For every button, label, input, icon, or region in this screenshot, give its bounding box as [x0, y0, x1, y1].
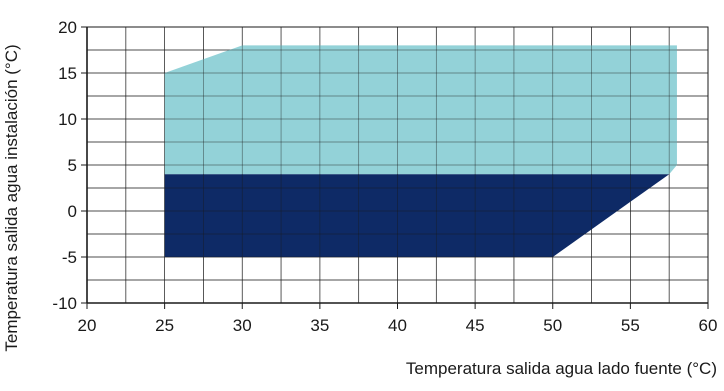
x-ticks: 20 25 30 35 40 45 50 55 60: [78, 303, 718, 335]
y-tick-label: 10: [58, 110, 77, 129]
region-dark: [164, 174, 670, 257]
regions: [164, 45, 677, 257]
x-tick-label: 40: [388, 316, 407, 335]
y-tick-label: -10: [52, 294, 77, 313]
x-tick-label: 20: [78, 316, 97, 335]
x-tick-label: 30: [233, 316, 252, 335]
y-tick-label: 15: [58, 64, 77, 83]
y-tick-label: -5: [62, 248, 77, 267]
x-axis-label: Temperatura salida agua lado fuente (°C): [406, 359, 717, 378]
x-tick-label: 55: [621, 316, 640, 335]
region-light: [164, 45, 677, 175]
y-tick-label: 0: [68, 202, 77, 221]
y-tick-label: 20: [58, 18, 77, 37]
y-ticks: 20 15 10 5 0 -5 -10: [52, 18, 87, 313]
x-tick-label: 45: [466, 316, 485, 335]
x-tick-label: 60: [699, 316, 718, 335]
x-tick-label: 50: [543, 316, 562, 335]
x-tick-label: 25: [155, 316, 174, 335]
y-tick-label: 5: [68, 156, 77, 175]
x-tick-label: 35: [310, 316, 329, 335]
y-axis-label: Temperatura salida agua instalación (°C): [2, 44, 21, 351]
